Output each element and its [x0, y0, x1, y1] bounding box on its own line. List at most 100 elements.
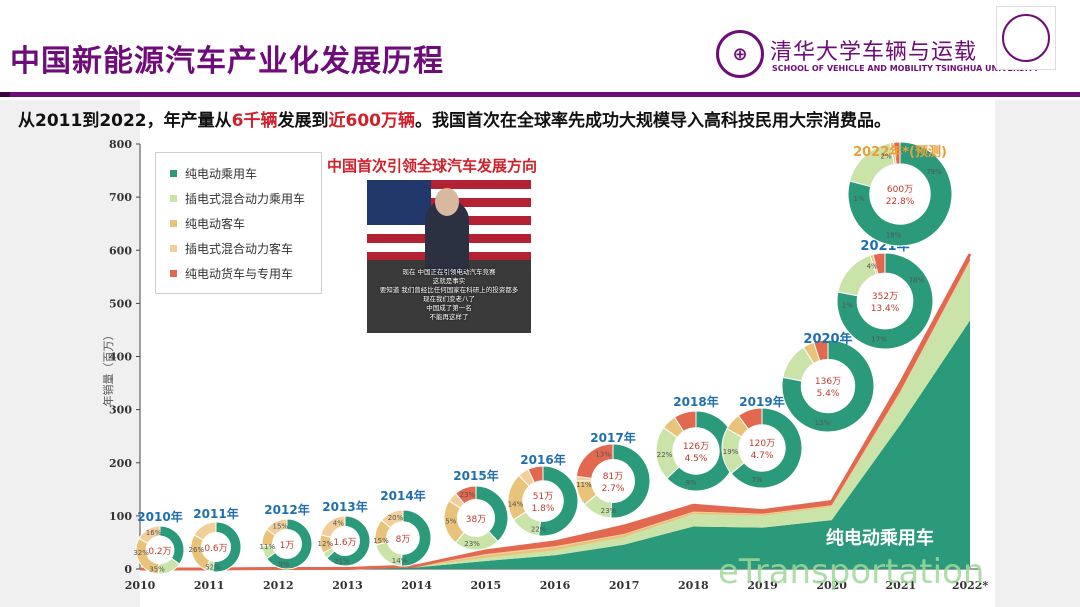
donut-percent-label: 16%	[146, 529, 162, 537]
x-tick-label: 2014	[401, 579, 432, 592]
donut-percent-label: 19%	[723, 448, 739, 456]
tsinghua-university-seal-icon	[996, 6, 1056, 70]
x-tick-label: 2011	[194, 579, 225, 592]
donut-percent-label: 4%	[333, 519, 344, 527]
donut-percent-label: 12%	[318, 540, 334, 548]
donut-hole	[457, 499, 495, 537]
subtitle: 从2011到2022，年产量从6千辆发展到近600万辆。我国首次在全球率先成功大…	[18, 106, 891, 131]
donut-year-label: 2010年	[137, 509, 182, 524]
donut-year-label: 2022年*(预测)	[853, 144, 947, 160]
legend-swatch-bev-passenger	[170, 170, 177, 177]
donut-percent-label: 5%	[445, 517, 456, 525]
legend-label: 纯电动货车与专用车	[185, 267, 294, 281]
donut-hole	[201, 532, 231, 562]
legend-label: 插电式混合动力乘用车	[185, 192, 306, 206]
donut-percent-label: 32%	[133, 549, 149, 557]
donut-year-label: 2012年	[264, 502, 309, 517]
donut-percent-label: 52%	[205, 564, 221, 572]
donut-percent-label: 7%	[752, 476, 763, 484]
donut-percent-label: 23%	[601, 507, 617, 515]
legend-swatch-bev-bus	[170, 220, 177, 227]
y-tick-label: 400	[109, 351, 132, 364]
donut-hole	[272, 529, 302, 559]
y-tick-label: 500	[109, 297, 132, 310]
donut-center-value: 8万	[396, 535, 411, 545]
donut-percent-label: 15%	[373, 537, 389, 545]
speech-photo: 现在 中国正在引领电动汽车竞赛 这就是事实 要知道 我们曾经比任何国家在科研上的…	[367, 180, 531, 333]
donut-year-label: 2019年	[739, 394, 784, 409]
legend-item: 插电式混合动力乘用车	[170, 190, 305, 207]
donut-percent-label: 11%	[260, 543, 276, 551]
donut-percent-label: 9%	[686, 479, 697, 487]
donut-center-share: 1.8%	[532, 504, 555, 514]
background-panel-right	[995, 100, 1080, 607]
donut-hole	[738, 424, 786, 472]
donut-percent-label: 13%	[815, 419, 831, 427]
x-tick-label: 2010	[125, 579, 156, 592]
donut-center-value: 1万	[280, 541, 295, 551]
photo-caption: 这就是事实	[432, 277, 466, 285]
donut-year-label: 2016年	[520, 452, 565, 467]
subtitle-post: 。我国首次在全球率先成功大规模导入高科技民用大宗消费品。	[414, 111, 891, 131]
x-tick-label: 2021	[886, 579, 917, 592]
legend-item: 纯电动客车	[170, 215, 245, 232]
donut-percent-label: 23%	[460, 491, 476, 499]
watermark: eTransportation	[718, 552, 985, 592]
donut-percent-label: 1%	[842, 302, 853, 310]
area-label: 纯电动乘用车	[826, 527, 934, 549]
donut-hole	[857, 273, 913, 329]
donut-percent-label: 14%	[392, 557, 408, 565]
x-tick-label: 2020	[816, 579, 847, 592]
y-axis-label: 年销量（百万）	[101, 330, 115, 407]
chart-legend: 纯电动乘用车 插电式混合动力乘用车 纯电动客车 插电式混合动力客车 纯电动货车与…	[155, 152, 322, 294]
donut-year-label: 2015年	[453, 468, 498, 483]
donut-hole	[146, 536, 174, 564]
donut-percent-label: 78%	[909, 277, 925, 285]
donut-center-share: 5.4%	[817, 389, 840, 399]
donut-center-share: 4.5%	[685, 454, 708, 464]
ev-sales-chart: 0 100 200 300 400 500 600 700 800 年销量（百万） 2010 2011…	[101, 138, 989, 592]
subtitle-mid: 发展到	[277, 111, 329, 131]
donut-center-value: 600万	[887, 185, 913, 195]
donut-center-value: 0.2万	[148, 547, 171, 557]
donut-percent-label: 13%	[595, 450, 611, 458]
legend-swatch-phev-bus	[170, 245, 177, 252]
donut-percent-label: 14%	[508, 501, 524, 509]
donut-center-share: 4.7%	[751, 451, 774, 461]
donut-hole	[591, 459, 635, 503]
donut-center-value: 81万	[603, 472, 623, 482]
donut-year-label: 2020年	[803, 331, 852, 347]
total-line	[140, 253, 972, 571]
legend-label: 纯电动客车	[185, 217, 246, 231]
legend-item: 纯电动货车与专用车	[170, 265, 293, 282]
y-tick-label: 800	[109, 138, 132, 151]
donut-percent-label: 20%	[388, 514, 404, 522]
title-divider	[0, 92, 1080, 97]
legend-label: 纯电动乘用车	[185, 167, 258, 181]
x-tick-label: 2019	[747, 579, 778, 592]
donut-percent-label: 11%	[576, 481, 592, 489]
donut-year-label: 2013年	[322, 499, 367, 514]
donut-percent-label: 22%	[657, 451, 673, 459]
legend-swatch-phev-passenger	[170, 195, 177, 202]
background-panel-left	[0, 100, 140, 607]
x-tick-label: 2016	[540, 579, 571, 592]
tsinghua-vehicle-logo-icon: ⊕	[716, 30, 764, 78]
y-tick-label: 700	[109, 191, 132, 204]
x-tick-label: 2013	[332, 579, 363, 592]
donut-percent-label: 15%	[273, 522, 289, 530]
donut-percent-label: 17%	[871, 335, 887, 343]
title-divider-accent	[0, 92, 10, 97]
photo-caption: 不能再这样了	[429, 313, 469, 321]
x-tick-label: 2022*	[952, 579, 989, 592]
donut-year-label: 2018年	[673, 394, 718, 409]
donut-year-label: 2011年	[193, 506, 238, 521]
x-tick-label: 2015	[471, 579, 502, 592]
donut-percent-label: 35%	[149, 566, 165, 574]
donut-percent-label: 23%	[464, 540, 480, 548]
donut-center-value: 136万	[815, 377, 841, 387]
area-series-0	[140, 320, 970, 569]
donut-hole	[869, 163, 931, 225]
donut-hole	[522, 480, 564, 522]
